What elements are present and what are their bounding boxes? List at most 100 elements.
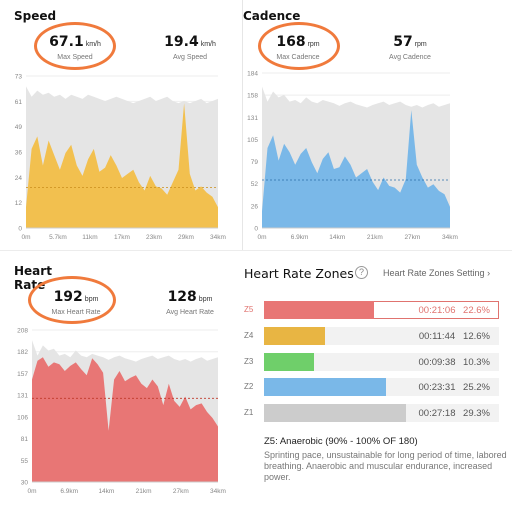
heart-rate-title: Heart Rate xyxy=(14,264,52,292)
panel-divider-vertical xyxy=(242,0,243,250)
y-tick-label: 81 xyxy=(21,436,29,443)
zone-row-z3[interactable]: Z3 00:09:38 10.3% xyxy=(244,353,500,371)
x-tick-label: 0m xyxy=(27,488,36,495)
x-tick-label: 21km xyxy=(367,234,383,241)
avg-cadence-label: Avg Cadence xyxy=(389,54,431,61)
zone-row-z4[interactable]: Z4 00:11:44 12.6% xyxy=(244,327,500,345)
y-tick-label: 0 xyxy=(254,226,258,233)
y-tick-label: 36 xyxy=(15,150,23,157)
y-tick-label: 26 xyxy=(251,203,259,210)
data-area xyxy=(26,103,218,228)
zone-bar xyxy=(264,353,314,371)
avg-speed-label: Avg Speed xyxy=(172,54,208,61)
zone-percent: 10.3% xyxy=(463,357,490,368)
y-tick-label: 184 xyxy=(247,71,258,78)
x-tick-label: 34km xyxy=(210,488,226,495)
zone-label: Z5 xyxy=(244,305,254,314)
avg-heart-rate-label: Avg Heart Rate xyxy=(166,309,214,316)
speed-title: Speed xyxy=(14,9,57,23)
zone-label: Z4 xyxy=(244,331,254,340)
zone-time: 00:21:06 xyxy=(418,305,456,316)
zone-track xyxy=(264,353,499,371)
x-tick-label: 14km xyxy=(98,488,114,495)
y-tick-label: 73 xyxy=(15,74,23,81)
avg-heart-rate-unit: bpm xyxy=(198,296,213,303)
y-tick-label: 131 xyxy=(17,393,28,400)
zone-row-z5[interactable]: Z5 00:21:06 22.6% xyxy=(244,301,500,319)
avg-heart-rate-stat: 128 bpm Avg Heart Rate xyxy=(150,288,230,316)
x-tick-label: 29km xyxy=(178,234,194,241)
y-tick-label: 55 xyxy=(21,458,29,465)
y-tick-label: 158 xyxy=(247,93,258,100)
cadence-title: Cadence xyxy=(243,9,301,23)
zone-time: 00:09:38 xyxy=(418,357,456,368)
y-tick-label: 30 xyxy=(21,480,29,487)
y-tick-label: 157 xyxy=(17,371,28,378)
x-tick-label: 21km xyxy=(136,488,152,495)
x-tick-label: 23km xyxy=(146,234,162,241)
zone-percent: 12.6% xyxy=(463,331,490,342)
zone-time: 00:11:44 xyxy=(418,331,456,342)
zone-percent: 25.2% xyxy=(463,382,490,393)
help-icon[interactable]: ? xyxy=(355,266,368,279)
zone-time: 00:23:31 xyxy=(418,382,456,393)
data-area xyxy=(32,357,218,482)
zone-row-z2[interactable]: Z2 00:23:31 25.2% xyxy=(244,378,500,396)
y-tick-label: 105 xyxy=(247,137,258,144)
heart-rate-zones-title: Heart Rate Zones xyxy=(244,266,354,281)
x-tick-label: 0m xyxy=(257,234,266,241)
cadence-chart: 0 26 52 79 105 131 158 184 0m 6.9km 14km 21km 27km 34… xyxy=(247,71,458,242)
x-tick-label: 0m xyxy=(21,234,30,241)
avg-heart-rate-value: 128 xyxy=(167,289,197,305)
zone-percent: 22.6% xyxy=(463,305,490,316)
avg-cadence-unit: rpm xyxy=(414,41,427,48)
zone-bar xyxy=(264,404,406,422)
avg-speed-stat: 19.4 km/h Avg Speed xyxy=(155,33,225,61)
y-tick-label: 49 xyxy=(15,124,23,131)
max-speed-highlight-circle xyxy=(34,22,116,70)
zone-bar xyxy=(264,378,387,396)
x-tick-label: 6.9km xyxy=(60,488,78,495)
heart-rate-zones-setting-label: Heart Rate Zones Setting xyxy=(383,268,485,278)
y-tick-label: 79 xyxy=(251,159,259,166)
panel-divider-horizontal xyxy=(0,250,512,251)
max-cadence-highlight-circle xyxy=(258,22,340,70)
x-tick-label: 27km xyxy=(404,234,420,241)
y-tick-label: 131 xyxy=(247,115,258,122)
x-tick-label: 5.7km xyxy=(49,234,67,241)
heart-rate-zones-setting-link[interactable]: Heart Rate Zones Setting › xyxy=(383,268,490,278)
y-tick-label: 24 xyxy=(15,175,23,182)
zone-label: Z2 xyxy=(244,382,254,391)
chevron-right-icon: › xyxy=(487,268,491,278)
x-tick-label: 34km xyxy=(442,234,458,241)
avg-speed-value: 19.4 xyxy=(164,34,199,50)
y-tick-label: 12 xyxy=(15,200,23,207)
heart-rate-chart: 30 55 81 106 131 157 182 208 0m 6.9km 14km 21km 27km… xyxy=(17,328,226,496)
x-tick-label: 14km xyxy=(329,234,345,241)
y-tick-label: 52 xyxy=(251,181,259,188)
x-tick-label: 6.9km xyxy=(291,234,309,241)
zone-label: Z1 xyxy=(244,408,254,417)
zone-percent: 29.3% xyxy=(463,408,490,419)
avg-cadence-value: 57 xyxy=(393,34,413,50)
max-heart-rate-highlight-circle xyxy=(28,276,116,324)
x-tick-label: 11km xyxy=(82,234,97,241)
x-tick-label: 17km xyxy=(114,234,130,241)
data-area xyxy=(262,110,450,228)
x-tick-label: 27km xyxy=(173,488,189,495)
zone-bar xyxy=(264,327,326,345)
y-tick-label: 0 xyxy=(18,226,22,233)
speed-chart: 0 12 24 36 49 61 73 0m 5.7km 11km 17km 23km 29km 34km xyxy=(15,74,226,242)
zone-time: 00:27:18 xyxy=(418,408,456,419)
y-tick-label: 106 xyxy=(17,414,28,421)
zone-bar xyxy=(264,301,374,319)
avg-speed-unit: km/h xyxy=(200,41,216,48)
zone-label: Z3 xyxy=(244,357,254,366)
selected-zone-title: Z5: Anaerobic (90% - 100% OF 180) xyxy=(264,436,418,447)
zone-row-z1[interactable]: Z1 00:27:18 29.3% xyxy=(244,404,500,422)
y-tick-label: 208 xyxy=(17,328,28,335)
selected-zone-description: Sprinting pace, unsustainable for long p… xyxy=(264,450,507,482)
y-tick-label: 61 xyxy=(15,99,23,106)
avg-cadence-stat: 57 rpm Avg Cadence xyxy=(375,33,445,61)
y-tick-label: 182 xyxy=(17,349,28,356)
